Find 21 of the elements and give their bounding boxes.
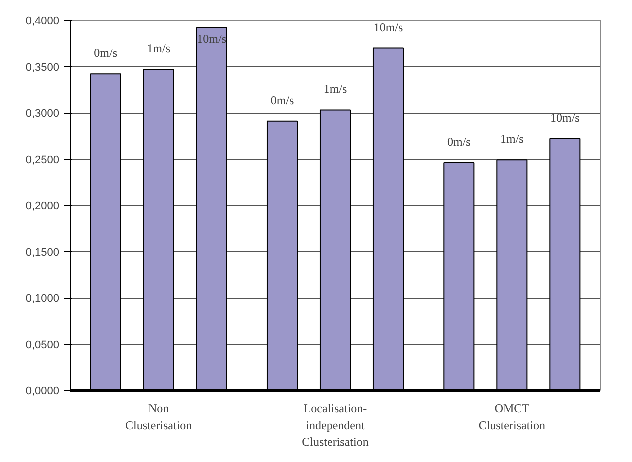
text: 10m/s [374, 20, 404, 34]
y-tick-label: 0,1500 [26, 246, 60, 259]
series-label: 10m/s [197, 32, 227, 46]
x-tick-label: OMCT Clusterisation [478, 402, 546, 432]
x-tick-label: Non Clusterisation [126, 402, 192, 432]
y-tick-label: 0,2500 [26, 154, 60, 166]
y-tick-label: 0,4000 [26, 16, 60, 28]
y-tick-label: 0,2000 [26, 200, 60, 212]
text: 1m/s [147, 42, 171, 56]
y-tick-label: 0,0000 [26, 386, 60, 398]
y-tick-label: 0,3000 [26, 108, 60, 120]
text: 0m/s [448, 134, 471, 149]
y-tick-label: 0,0500 [26, 339, 60, 352]
y-tick-label: 0,3500 [26, 62, 60, 74]
x-tick-label: Localisation- independent Clusterisation [302, 402, 369, 450]
text: 1m/s [500, 132, 524, 146]
text: 0m/s [94, 46, 118, 60]
series-label: 0m/s [270, 93, 294, 108]
series-label: 1m/s [324, 82, 348, 96]
y-tick-label: 0,1000 [26, 293, 60, 305]
text: 10m/s [550, 110, 580, 125]
